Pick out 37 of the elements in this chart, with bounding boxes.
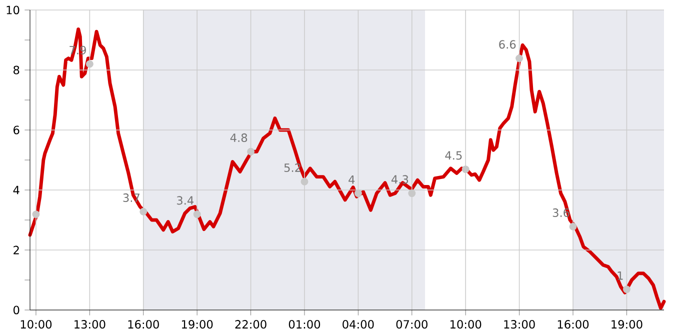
y-tick-label: 8 bbox=[14, 66, 20, 74]
y-tick-label: 10 bbox=[6, 6, 20, 14]
point bbox=[300, 178, 308, 186]
point bbox=[569, 222, 577, 230]
annotation: 3.4 bbox=[176, 196, 194, 205]
annotation: 4.5 bbox=[445, 151, 462, 160]
x-tick-label: 19:00 bbox=[182, 320, 213, 329]
x-tick-label: 10:00 bbox=[450, 320, 482, 329]
point bbox=[32, 210, 40, 218]
point bbox=[408, 190, 416, 198]
annotation: 4.8 bbox=[230, 133, 248, 142]
annotation: 4.3 bbox=[391, 175, 408, 184]
x-tick-label: 04:00 bbox=[342, 320, 374, 329]
x-tick-label: 01:00 bbox=[288, 320, 320, 329]
x-tick-label: 13:00 bbox=[504, 320, 535, 329]
point bbox=[516, 54, 524, 62]
point bbox=[622, 286, 630, 294]
x-tick-label: 13:00 bbox=[74, 320, 106, 329]
point bbox=[86, 60, 94, 68]
point bbox=[354, 190, 362, 198]
x-tick-label: 07:00 bbox=[396, 320, 428, 329]
point bbox=[193, 210, 201, 218]
point bbox=[462, 166, 470, 174]
point bbox=[140, 208, 148, 216]
annotation: 1 bbox=[618, 271, 623, 280]
y-tick-label: 6 bbox=[14, 126, 20, 134]
x-tick-label: 19:00 bbox=[612, 320, 642, 329]
annotation: 4 bbox=[348, 175, 355, 184]
y-tick-label: 4 bbox=[13, 186, 20, 194]
y-tick-label: 0 bbox=[14, 306, 20, 314]
x-tick-label: 16:00 bbox=[558, 320, 589, 329]
x-tick-label: 16:00 bbox=[128, 320, 159, 329]
point bbox=[247, 148, 255, 156]
x-tick-label: 22:00 bbox=[235, 320, 266, 329]
annotation: 6.6 bbox=[499, 40, 516, 49]
x-tick-label: 10:00 bbox=[20, 320, 52, 329]
y-tick-label: 2 bbox=[14, 246, 19, 254]
